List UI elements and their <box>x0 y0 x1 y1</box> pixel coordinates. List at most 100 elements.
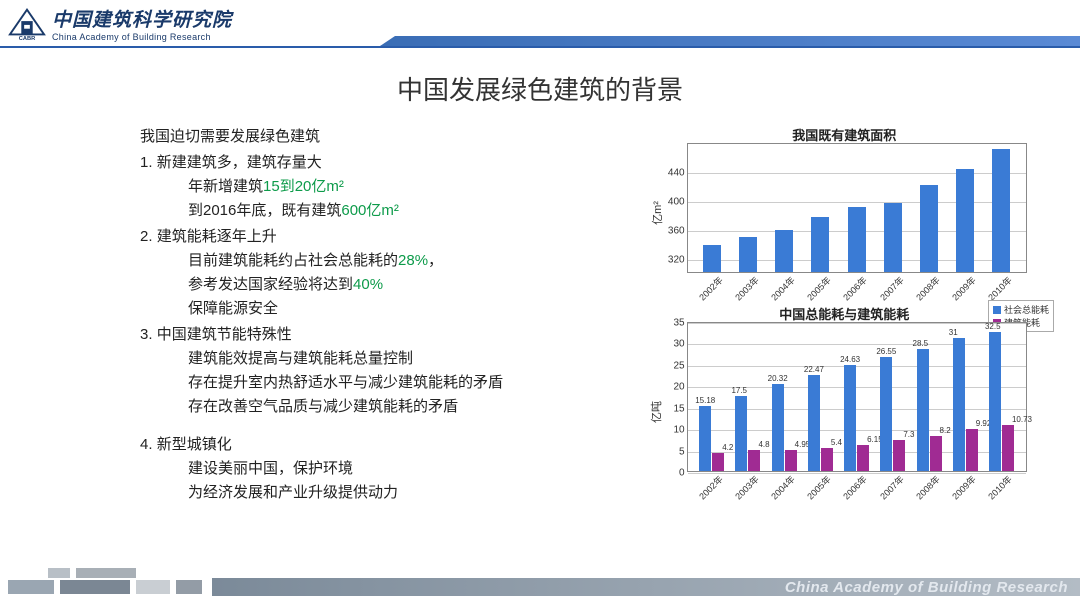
bar: 20.32 <box>772 384 784 471</box>
cabr-logo-icon: CABR <box>8 4 46 42</box>
svg-text:CABR: CABR <box>19 36 35 42</box>
lead-text: 我国迫切需要发展绿色建筑 <box>140 125 625 149</box>
ytick: 360 <box>668 225 688 236</box>
chart2-ylabel: 亿吨 <box>648 401 664 423</box>
xtick: 2006年 <box>838 470 873 505</box>
footer-blocks <box>8 580 202 594</box>
xtick: 2003年 <box>729 470 764 505</box>
body-item: 4. 新型城镇化建设美丽中国，保护环境为经济发展和产业升级提供动力 <box>140 433 625 505</box>
chart1-title: 我国既有建筑面积 <box>637 125 1052 144</box>
bar: 24.63 <box>844 365 856 471</box>
chart-building-area: 我国既有建筑面积 亿m² 3203604004402002年2003年2004年… <box>637 125 1052 300</box>
body-item: 1. 新建建筑多，建筑存量大年新增建筑15到20亿m²到2016年底，既有建筑6… <box>140 151 625 223</box>
xtick: 2004年 <box>765 470 800 505</box>
bar: 5.4 <box>821 448 833 471</box>
ytick: 25 <box>673 360 687 371</box>
item-sub: 年新增建筑15到20亿m² <box>140 175 625 199</box>
item-head: 1. 新建建筑多，建筑存量大 <box>140 151 625 175</box>
footer-bar: China Academy of Building Research <box>212 578 1080 596</box>
item-sub: 到2016年底，既有建筑600亿m² <box>140 199 625 223</box>
item-sub: 建筑能效提高与建筑能耗总量控制 <box>140 347 625 371</box>
bar-value: 24.63 <box>840 355 860 364</box>
xtick: 2006年 <box>838 271 873 306</box>
ytick: 15 <box>673 403 687 414</box>
bar-value: 10.73 <box>1012 415 1032 424</box>
bar-value: 15.18 <box>695 396 715 405</box>
charts-column: 我国既有建筑面积 亿m² 3203604004402002年2003年2004年… <box>637 125 1052 519</box>
bar <box>703 245 721 272</box>
org-name-en: China Academy of Building Research <box>52 32 232 42</box>
bar: 6.15 <box>857 445 869 471</box>
bar <box>848 207 866 272</box>
ytick: 400 <box>668 196 688 207</box>
xtick: 2007年 <box>874 271 909 306</box>
xtick: 2002年 <box>693 470 728 505</box>
xtick: 2007年 <box>874 470 909 505</box>
bar: 31 <box>953 338 965 471</box>
bar-value: 31 <box>949 328 958 337</box>
chart1-plot: 3203604004402002年2003年2004年2005年2006年200… <box>687 143 1027 273</box>
bar: 22.47 <box>808 375 820 471</box>
item-sub: 参考发达国家经验将达到40% <box>140 273 625 297</box>
chart-energy: 中国总能耗与建筑能耗 亿吨 社会总能耗建筑能耗 0510152025303515… <box>637 304 1052 519</box>
item-sub: 保障能源安全 <box>140 297 625 321</box>
item-sub: 建设美丽中国，保护环境 <box>140 457 625 481</box>
bar-value: 26.55 <box>876 347 896 356</box>
ytick: 10 <box>673 425 687 436</box>
bar: 4.2 <box>712 453 724 471</box>
ytick: 0 <box>679 468 688 479</box>
bar: 9.92 <box>966 429 978 472</box>
bar-value: 28.5 <box>913 339 929 348</box>
bar-value: 20.32 <box>768 374 788 383</box>
bar: 7.3 <box>893 440 905 471</box>
body-item: 2. 建筑能耗逐年上升目前建筑能耗约占社会总能耗的28%，参考发达国家经验将达到… <box>140 225 625 321</box>
xtick: 2004年 <box>765 271 800 306</box>
xtick: 2009年 <box>946 271 981 306</box>
ytick: 320 <box>668 254 688 265</box>
item-sub: 存在提升室内热舒适水平与减少建筑能耗的矛盾 <box>140 371 625 395</box>
xtick: 2005年 <box>802 470 837 505</box>
item-head: 4. 新型城镇化 <box>140 433 625 457</box>
footer-text: China Academy of Building Research <box>785 579 1068 596</box>
bar: 4.95 <box>785 450 797 471</box>
item-sub: 存在改善空气品质与减少建筑能耗的矛盾 <box>140 395 625 419</box>
chart2-plot: 0510152025303515.184.217.54.820.324.9522… <box>687 322 1027 472</box>
bar <box>992 149 1010 272</box>
bar-value: 22.47 <box>804 365 824 374</box>
org-logo: CABR 中国建筑科学研究院 China Academy of Building… <box>8 4 232 42</box>
xtick: 2008年 <box>910 271 945 306</box>
body-item: 3. 中国建筑节能特殊性建筑能效提高与建筑能耗总量控制存在提升室内热舒适水平与减… <box>140 323 625 419</box>
bar <box>956 169 974 272</box>
main-content: 我国迫切需要发展绿色建筑 1. 新建建筑多，建筑存量大年新增建筑15到20亿m²… <box>0 125 1080 519</box>
header-stripe <box>380 36 1080 46</box>
xtick: 2005年 <box>802 271 837 306</box>
ytick: 20 <box>673 382 687 393</box>
bar: 32.5 <box>989 332 1001 471</box>
bar: 10.73 <box>1002 425 1014 471</box>
bar <box>884 203 902 272</box>
bar: 8.2 <box>930 436 942 471</box>
footer: China Academy of Building Research <box>0 562 1080 596</box>
ytick: 30 <box>673 339 687 350</box>
text-column: 我国迫切需要发展绿色建筑 1. 新建建筑多，建筑存量大年新增建筑15到20亿m²… <box>140 125 625 519</box>
bar <box>739 237 757 272</box>
header: CABR 中国建筑科学研究院 China Academy of Building… <box>0 0 1080 48</box>
legend-item: 社会总能耗 <box>993 303 1049 316</box>
item-sub: 目前建筑能耗约占社会总能耗的28%， <box>140 249 625 273</box>
chart1-ylabel: 亿m² <box>649 201 665 225</box>
bar: 15.18 <box>699 406 711 471</box>
xtick: 2008年 <box>910 470 945 505</box>
bar: 26.55 <box>880 357 892 471</box>
bar: 17.5 <box>735 396 747 471</box>
item-head: 3. 中国建筑节能特殊性 <box>140 323 625 347</box>
ytick: 5 <box>679 446 688 457</box>
org-name-cn: 中国建筑科学研究院 <box>52 5 232 32</box>
bar: 28.5 <box>917 349 929 471</box>
ytick: 35 <box>673 318 687 329</box>
bar-value: 17.5 <box>731 386 747 395</box>
bar <box>920 185 938 272</box>
item-head: 2. 建筑能耗逐年上升 <box>140 225 625 249</box>
xtick: 2010年 <box>983 470 1018 505</box>
page-title: 中国发展绿色建筑的背景 <box>0 70 1080 107</box>
xtick: 2003年 <box>729 271 764 306</box>
